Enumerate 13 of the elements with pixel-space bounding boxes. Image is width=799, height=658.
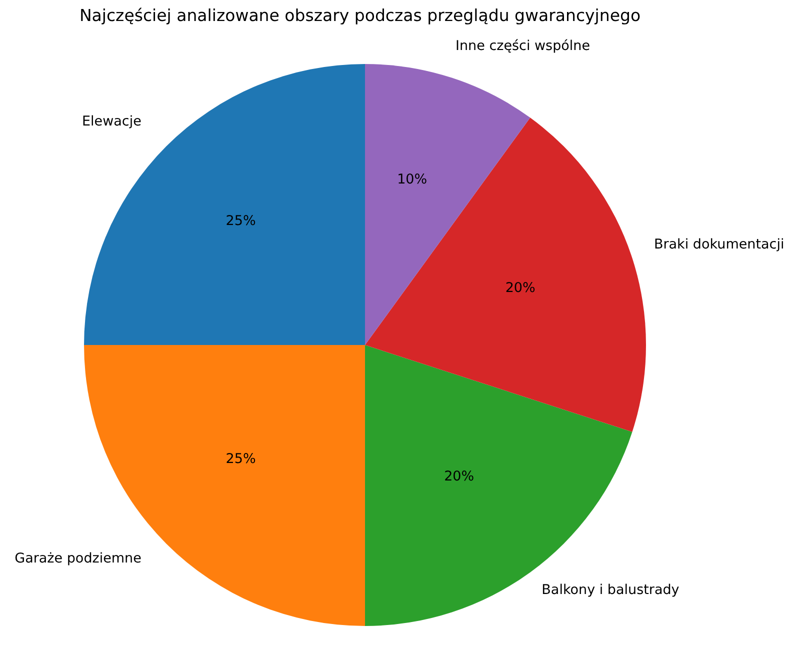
data-label: 25% <box>226 212 256 229</box>
pie-slice <box>365 118 646 432</box>
data-label: 20% <box>444 468 474 484</box>
slice-label: Balkony i balustrady <box>542 582 680 598</box>
slice-label: Elewacje <box>82 113 142 130</box>
slice-label: Braki dokumentacji <box>654 236 784 252</box>
slice-label: Inne części wspólne <box>456 38 590 54</box>
slice-label: Garaże podziemne <box>14 550 142 567</box>
data-label: 20% <box>505 280 536 296</box>
chart-title: Najczęściej analizowane obszary podczas przeglądu gwarancyjnego <box>78 6 642 25</box>
data-label: 10% <box>397 172 428 188</box>
pie-slice <box>84 64 365 345</box>
data-label: 25% <box>226 451 256 468</box>
